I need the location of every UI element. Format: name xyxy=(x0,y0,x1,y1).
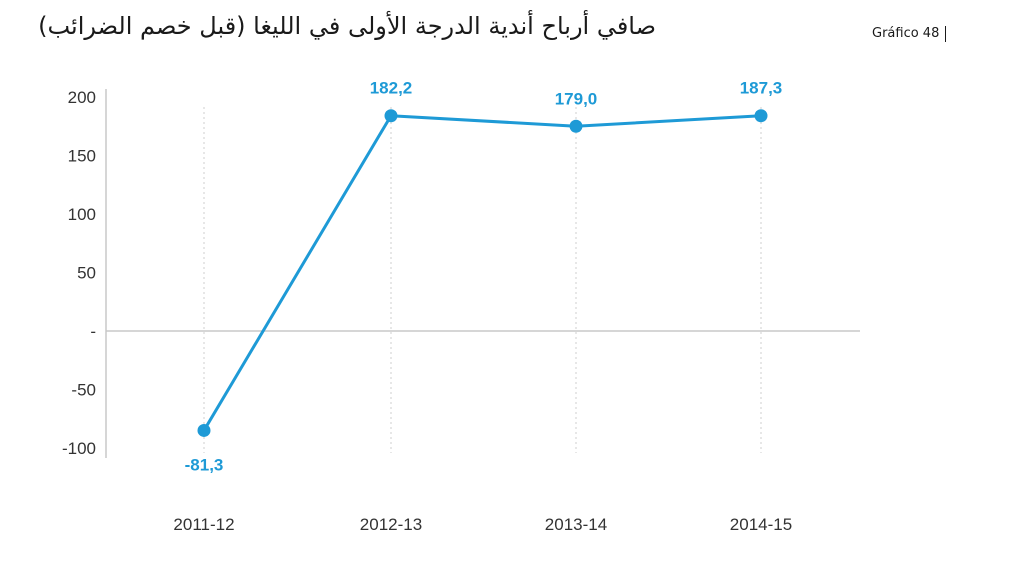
x-tick-label: 2011-12 xyxy=(173,515,234,534)
y-tick-label: 150 xyxy=(68,147,96,166)
data-point xyxy=(754,109,768,123)
x-tick-label: 2014-15 xyxy=(730,515,792,534)
axis-layer xyxy=(105,89,860,458)
data-point xyxy=(569,119,583,133)
data-label: 179,0 xyxy=(555,89,598,108)
y-tick-label: 200 xyxy=(68,88,96,107)
data-label: -81,3 xyxy=(185,455,224,474)
data-points xyxy=(197,109,768,437)
data-point xyxy=(197,423,211,437)
y-axis-ticks: 200 150 100 50 - -50 -100 xyxy=(62,88,96,458)
x-tick-label: 2013-14 xyxy=(545,515,607,534)
data-label: 182,2 xyxy=(370,79,413,98)
data-label: 187,3 xyxy=(740,79,783,98)
data-point xyxy=(384,109,398,123)
y-tick-label: 100 xyxy=(68,205,96,224)
data-labels: -81,3 182,2 179,0 187,3 xyxy=(185,79,783,475)
x-axis-ticks: 2011-12 2012-13 2013-14 2014-15 xyxy=(173,515,792,534)
y-tick-label: -100 xyxy=(62,439,96,458)
x-tick-label: 2012-13 xyxy=(360,515,422,534)
y-tick-label: 50 xyxy=(77,264,96,283)
y-tick-label: -50 xyxy=(71,381,96,400)
series-line xyxy=(202,114,762,432)
chart-title: صافي أرباح أندية الدرجة الأولى في الليغا… xyxy=(38,12,656,40)
series-line-layer xyxy=(202,114,762,432)
chart-number-badge: Gráfico 48 xyxy=(872,26,947,42)
grid-layer xyxy=(203,107,762,453)
y-tick-label: - xyxy=(90,322,96,341)
